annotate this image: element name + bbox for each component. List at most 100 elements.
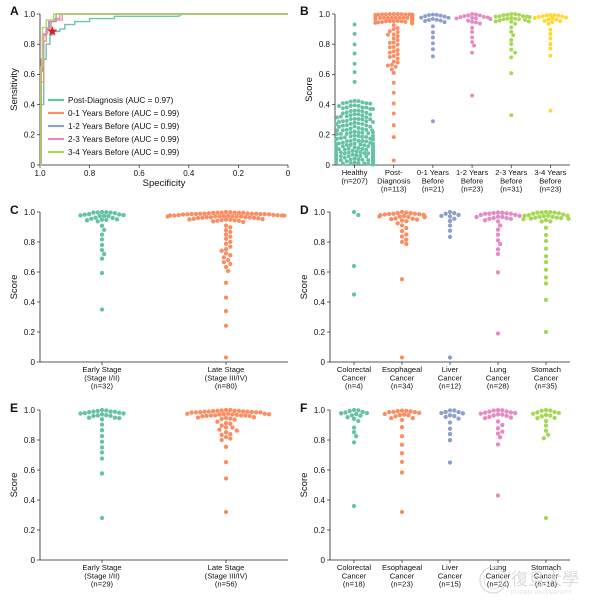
score-dot	[535, 210, 540, 215]
score-dot	[215, 218, 220, 223]
score-dot	[121, 411, 126, 416]
score-dot	[334, 147, 339, 152]
score-dot	[509, 12, 514, 16]
score-dot	[223, 434, 229, 440]
score-dot	[500, 429, 505, 434]
category-label: Cancer	[342, 571, 367, 580]
score-dot	[344, 159, 349, 164]
score-dot	[509, 15, 514, 20]
score-dot	[106, 214, 111, 219]
score-dot	[387, 45, 392, 50]
score-dot	[223, 509, 229, 515]
score-dot	[498, 435, 503, 440]
score-dot	[430, 47, 435, 52]
panel-f: F00.20.40.60.81.0ScoreColorectalCancer(n…	[299, 401, 570, 589]
score-dot	[371, 133, 375, 138]
score-dot	[364, 123, 369, 128]
score-dot	[360, 130, 365, 135]
score-dot	[338, 411, 344, 416]
score-dot	[447, 223, 453, 228]
score-dot	[104, 217, 109, 223]
score-dot	[338, 131, 343, 136]
score-dot	[404, 237, 409, 242]
category-label: (n=113)	[381, 185, 407, 194]
score-dot	[172, 213, 177, 218]
score-dot	[427, 13, 431, 17]
score-dot	[356, 161, 361, 165]
score-dot	[385, 32, 390, 37]
score-dot	[238, 214, 244, 219]
score-dot	[482, 218, 488, 223]
score-dot	[185, 212, 190, 217]
score-dot	[546, 432, 551, 437]
score-dot	[219, 248, 224, 253]
score-dot	[344, 114, 349, 119]
score-dot	[228, 244, 233, 249]
score-dot	[498, 223, 503, 228]
score-dot	[508, 216, 514, 222]
score-dot	[387, 50, 392, 55]
score-dot	[86, 415, 92, 420]
score-dot	[360, 109, 365, 114]
y-tick-label: 0.4	[24, 100, 36, 109]
score-dot	[102, 251, 107, 257]
score-dot	[210, 219, 216, 224]
category-label: Esophageal	[382, 365, 422, 374]
category-label: Colorectal	[337, 365, 371, 374]
score-dot	[500, 214, 505, 220]
score-dot	[340, 144, 345, 149]
score-dot	[344, 110, 349, 115]
y-tick-label: 0.2	[24, 328, 36, 337]
score-dot	[198, 410, 203, 415]
score-dot	[217, 214, 222, 219]
category-label: Late Stage	[208, 563, 245, 572]
panels-layer: A 0 0.2 0.4 0.6 0.8 1.0 Sensitivity 1.0 0.8 0.6 0.4…	[9, 4, 571, 589]
score-dot	[470, 25, 475, 30]
score-dot	[108, 409, 113, 414]
score-dot	[362, 151, 367, 156]
score-dot	[346, 154, 351, 159]
score-dot	[364, 134, 369, 139]
score-dot	[223, 264, 229, 270]
score-dot	[470, 30, 475, 34]
score-dot	[504, 413, 509, 419]
score-dot	[430, 35, 435, 40]
score-dot	[495, 493, 501, 498]
score-dot	[193, 410, 199, 415]
legend-entry: Post-Diagnosis (AUC = 0.97)	[68, 96, 174, 105]
score-dot	[189, 211, 194, 217]
score-dot	[356, 112, 361, 117]
score-dot	[348, 121, 353, 126]
score-dot	[351, 416, 357, 422]
score-dot	[84, 218, 90, 223]
score-dot	[348, 117, 353, 121]
score-dot	[430, 16, 435, 21]
score-dot	[552, 415, 557, 421]
score-dot	[537, 214, 542, 219]
score-dot	[358, 413, 363, 418]
score-dot	[423, 14, 428, 19]
score-dot	[362, 161, 367, 166]
score-dot	[543, 515, 549, 521]
score-dot	[223, 209, 229, 215]
panel-letter: C	[10, 203, 19, 217]
score-dot	[447, 209, 453, 215]
score-dot	[530, 211, 536, 216]
score-dot	[500, 422, 505, 428]
score-dot	[391, 59, 396, 64]
score-dot	[104, 408, 109, 413]
score-dot	[371, 107, 375, 111]
category-label: Lung	[490, 365, 507, 374]
score-dot	[466, 18, 471, 23]
score-dot	[391, 40, 396, 45]
score-dot	[99, 256, 105, 261]
score-dot	[99, 407, 105, 413]
score-dot	[442, 14, 447, 19]
score-dot	[495, 227, 501, 232]
y-tick-label: 1.0	[314, 406, 326, 415]
score-dot	[500, 408, 505, 413]
score-dot	[408, 409, 413, 414]
score-dot	[504, 211, 509, 216]
